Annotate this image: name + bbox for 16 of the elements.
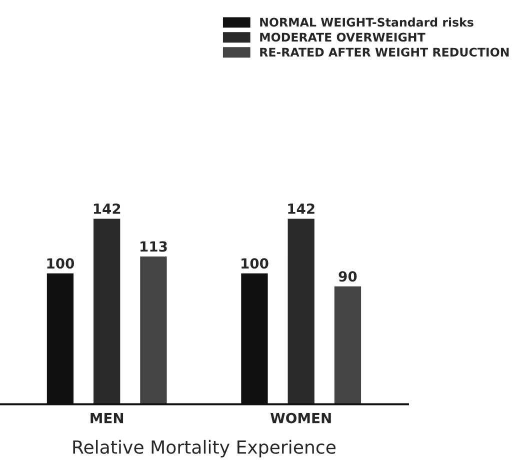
x-tick-label: WOMEN	[270, 412, 331, 424]
data-label: 100	[47, 258, 74, 269]
data-label: 100	[242, 258, 268, 269]
bar	[94, 218, 120, 404]
data-label: 90	[338, 271, 357, 282]
bar	[140, 256, 167, 404]
x-axis-title: Relative Mortality Experience	[73, 440, 336, 458]
bar	[334, 286, 362, 404]
data-label: 113	[140, 241, 167, 252]
legend-label: RE-RATED AFTER WEIGHT REDUCTION	[260, 48, 509, 57]
bar	[288, 218, 314, 404]
x-tick-label: MEN	[90, 413, 124, 424]
legend-label: NORMAL WEIGHT-Standard risks	[260, 18, 474, 27]
data-label: 142	[288, 203, 314, 214]
legend-label: MODERATE OVERWEIGHT	[260, 32, 426, 42]
data-label: 142	[94, 203, 120, 214]
